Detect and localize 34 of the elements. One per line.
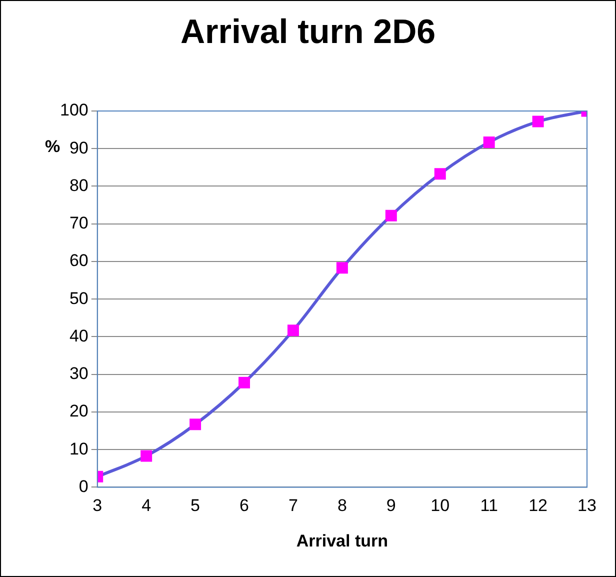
point (483, 136, 495, 148)
y-tick-label: 90 (69, 138, 88, 158)
y-tick-label: 0 (78, 476, 88, 496)
x-tick-label: 3 (92, 496, 102, 516)
point (385, 210, 397, 222)
y-tick-label: 20 (69, 402, 88, 421)
y-tick-label: 50 (69, 288, 88, 308)
x-tick-label: 8 (337, 496, 347, 516)
y-tick-label: 70 (69, 214, 88, 233)
point (140, 450, 152, 462)
point (238, 376, 250, 388)
x-tick-label: 4 (142, 496, 152, 516)
point (190, 418, 202, 430)
x-tick-label: 11 (480, 496, 498, 516)
x-tick-label: 12 (528, 496, 548, 516)
x-tick-label: 9 (386, 496, 396, 516)
y-tick-label: 10 (69, 439, 88, 458)
y-tick-label: 80 (69, 176, 88, 195)
y-tick-label: 100 (60, 100, 88, 120)
point (532, 116, 544, 128)
y-tick-label: 60 (69, 251, 88, 270)
x-tick-label: 7 (288, 496, 298, 516)
x-tick-label: 6 (240, 496, 249, 516)
y-axis-title: % (45, 137, 60, 157)
x-tick-label: 10 (430, 496, 450, 516)
y-tick-label: 30 (69, 364, 88, 384)
x-tick-label: 5 (190, 496, 200, 516)
chart-title: Arrival turn 2D6 (179, 13, 437, 52)
point (434, 168, 446, 180)
x-tick-label: 13 (578, 496, 596, 516)
point (336, 262, 348, 274)
x-axis-title: Arrival turn (296, 531, 388, 550)
point (287, 324, 299, 336)
y-tick-label: 40 (69, 326, 88, 346)
